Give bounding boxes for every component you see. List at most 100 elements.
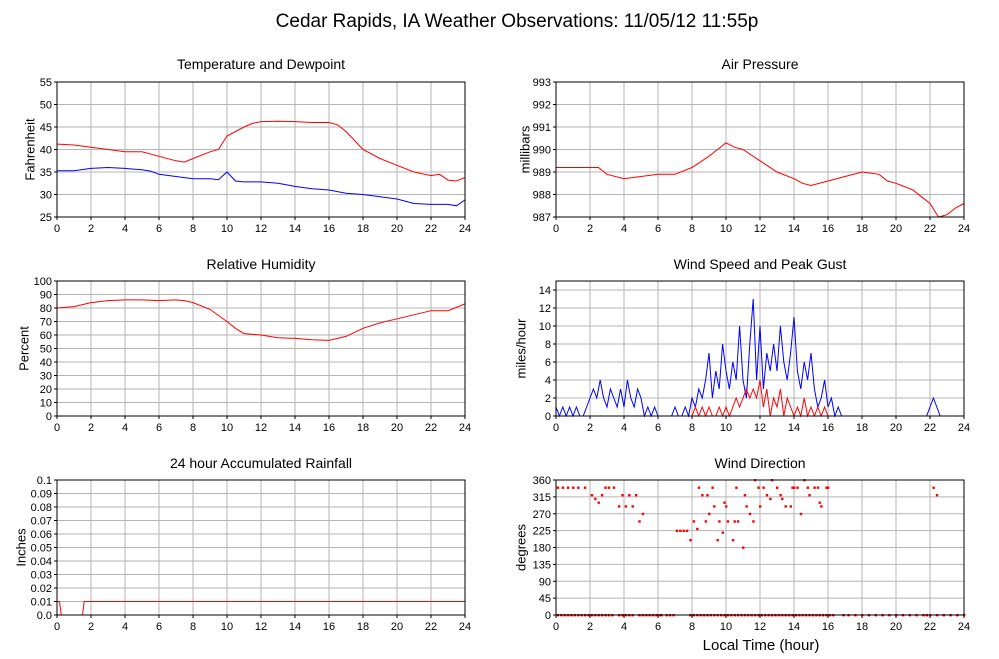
wdir-point — [827, 486, 830, 489]
temp-series-line-0 — [56, 120, 466, 182]
temp-xtick-label: 0 — [54, 223, 60, 235]
pressure-ylabel: millibars — [517, 125, 532, 173]
rh-xtick-label: 0 — [54, 422, 60, 434]
wdir-point — [600, 494, 604, 497]
wdir-point — [572, 486, 575, 489]
temp-ylabel: Fahrenheit — [22, 118, 37, 181]
wdir-ytick-label: 270 — [533, 509, 551, 521]
wdir-point — [638, 520, 641, 523]
rh-xtick-label: 16 — [323, 422, 335, 434]
pressure-xtick-label: 10 — [720, 223, 732, 235]
rh-ytick-label: 60 — [40, 330, 52, 342]
wdir-xtick-label: 20 — [890, 621, 902, 633]
wdir-point — [718, 520, 721, 523]
pressure-ytick-label: 991 — [533, 122, 551, 134]
wdir-point — [617, 505, 621, 508]
wdir-point — [675, 529, 679, 533]
rain-ylabel: Inches — [13, 528, 28, 567]
wdir-point — [784, 505, 787, 508]
wdir-point — [577, 486, 580, 489]
rh-ytick-label: 30 — [40, 371, 52, 383]
temp-ytick-label: 35 — [40, 167, 52, 179]
wdir-xtick-label: 12 — [754, 621, 766, 633]
rain-ytick-label: 0.04 — [31, 556, 52, 568]
wdir-point — [806, 486, 809, 489]
wdir-point — [776, 486, 779, 489]
wdir-point — [935, 494, 939, 497]
wdir-ytick-label: 225 — [533, 526, 551, 538]
temp-xtick-label: 2 — [88, 223, 94, 235]
wdir-title: Wind Direction — [714, 455, 805, 471]
rain-ytick-label: 0.05 — [31, 543, 52, 555]
pressure-xtick-label: 14 — [788, 223, 800, 235]
pressure-ytick-label: 989 — [533, 167, 551, 179]
wdir-point — [825, 486, 828, 489]
rh-xtick-label: 6 — [156, 422, 162, 434]
wdir-point — [689, 539, 692, 542]
wdir-point — [793, 486, 796, 489]
wdir-point — [735, 486, 738, 489]
wdir-point — [692, 520, 696, 523]
rain-ytick-label: 0.02 — [31, 583, 52, 595]
pressure-xtick-label: 4 — [621, 223, 627, 235]
temp-title: Temperature and Dewpoint — [177, 56, 345, 72]
temp-ytick-label: 55 — [40, 77, 52, 89]
wdir-point — [682, 529, 685, 533]
wdir-point — [604, 486, 607, 489]
wind-ytick-label: 10 — [539, 321, 551, 333]
wdir-point — [628, 494, 631, 497]
rain-ytick-label: 0.09 — [31, 489, 52, 501]
wdir-point — [762, 486, 765, 489]
wdir-point — [779, 494, 782, 497]
temp-xtick-label: 24 — [459, 223, 471, 235]
wind-xtick-label: 8 — [689, 422, 695, 434]
wdir-xtick-label: 14 — [788, 621, 800, 633]
wdir-xtick-label: 24 — [958, 621, 970, 633]
rain-xtick-label: 18 — [357, 621, 369, 633]
wdir-point — [721, 531, 724, 534]
wdir-ytick-label: 315 — [533, 492, 551, 504]
rain-xtick-label: 10 — [221, 621, 233, 633]
wdir-point — [590, 494, 594, 497]
wdir-point — [679, 529, 682, 533]
rh-xtick-label: 12 — [255, 422, 267, 434]
temp-xtick-label: 22 — [425, 223, 437, 235]
wind-series-line-0 — [555, 298, 964, 418]
wdir-xtick-label: 6 — [655, 621, 661, 633]
wind-xtick-label: 10 — [720, 422, 732, 434]
wdir-point — [641, 512, 645, 516]
wind-ytick-label: 4 — [545, 375, 551, 387]
rh-xtick-label: 4 — [122, 422, 128, 434]
temp-xtick-label: 16 — [323, 223, 335, 235]
wdir-point — [745, 505, 748, 508]
wdir-point — [813, 486, 816, 489]
rh-xtick-label: 20 — [391, 422, 403, 434]
wind-xtick-label: 2 — [587, 422, 593, 434]
temp-series-line-1 — [57, 166, 466, 207]
wind-xtick-label: 22 — [924, 422, 936, 434]
wdir-point — [621, 494, 624, 497]
wdir-point — [706, 494, 709, 497]
rh-ytick-label: 20 — [40, 384, 52, 396]
rain-xtick-label: 12 — [255, 621, 267, 633]
wdir-point — [723, 501, 726, 504]
rh-xtick-label: 22 — [425, 422, 437, 434]
rh-xtick-label: 10 — [221, 422, 233, 434]
pressure-xtick-label: 20 — [890, 223, 902, 235]
pressure-xtick-label: 8 — [689, 223, 695, 235]
pressure-ytick-label: 990 — [533, 145, 551, 157]
rh-ytick-label: 90 — [40, 290, 52, 302]
pressure-xtick-label: 22 — [924, 223, 936, 235]
wdir-point — [799, 512, 803, 516]
rh-ytick-label: 0 — [46, 411, 52, 423]
wdir-point — [701, 494, 704, 497]
wdir-xtick-label: 22 — [924, 621, 936, 633]
wdir-point — [742, 546, 745, 549]
rh-ytick-label: 70 — [40, 317, 52, 329]
pressure-plot-frame — [555, 81, 965, 218]
wdir-point — [708, 512, 711, 516]
